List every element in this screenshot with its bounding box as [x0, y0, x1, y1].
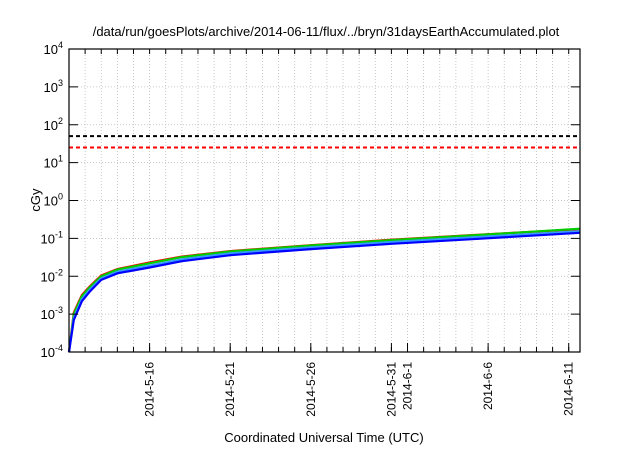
- threshold-lines: [69, 135, 580, 149]
- y-tick-exponent: 3: [58, 78, 63, 88]
- ticks: 2014-5-16 2014-5-21 2014-5-26 2014-5-31 2014…: [41, 40, 580, 417]
- x-tick-label: 2014-6-11: [562, 362, 576, 416]
- y-tick-label: 10-4: [41, 343, 63, 360]
- y-tick-exponent: 1: [58, 154, 63, 164]
- series-line-light-blue: [67, 230, 581, 353]
- y-tick-base: 10: [41, 231, 55, 246]
- x-tick-label: 2014-5-31: [384, 362, 398, 417]
- y-tick-label: 102: [44, 116, 63, 133]
- y-axis-label: cGy: [28, 188, 43, 212]
- series-line-green: [67, 227, 581, 353]
- y-tick-label: 101: [44, 154, 63, 171]
- x-axis-label: Coordinated Universal Time (UTC): [224, 430, 423, 445]
- y-tick-label: 100: [44, 192, 63, 209]
- y-tick-label: 10-3: [41, 305, 63, 322]
- chart-title: /data/run/goesPlots/archive/2014-06-11/f…: [93, 24, 560, 39]
- y-tick-label: 10-1: [41, 229, 63, 246]
- x-tick-label: 2014-6-6: [481, 362, 495, 410]
- x-tick-label: 2014-5-21: [223, 362, 237, 417]
- x-tick-label: 2014-6-1: [401, 362, 415, 410]
- series-lines: [67, 227, 581, 353]
- y-tick-label: 104: [44, 40, 63, 57]
- y-tick-base: 10: [44, 80, 58, 95]
- y-tick-exponent: -4: [55, 343, 63, 353]
- y-tick-base: 10: [44, 156, 58, 171]
- y-tick-exponent: 0: [58, 192, 63, 202]
- y-tick-base: 10: [41, 269, 55, 284]
- y-tick-base: 10: [41, 307, 55, 322]
- y-tick-exponent: 4: [58, 40, 63, 50]
- y-tick-exponent: -2: [55, 267, 63, 277]
- x-tick-label: 2014-5-26: [304, 362, 318, 417]
- y-tick-base: 10: [44, 42, 58, 57]
- y-tick-label: 10-2: [41, 267, 63, 284]
- x-tick-label: 2014-5-16: [143, 362, 157, 417]
- series-line-blue: [67, 231, 581, 353]
- y-tick-base: 10: [41, 345, 55, 360]
- y-tick-base: 10: [44, 118, 58, 133]
- y-tick-exponent: -3: [55, 305, 63, 315]
- y-tick-label: 103: [44, 78, 63, 95]
- grid: [69, 49, 580, 352]
- y-tick-exponent: -1: [55, 229, 63, 239]
- y-tick-exponent: 2: [58, 116, 63, 126]
- y-tick-base: 10: [44, 194, 58, 209]
